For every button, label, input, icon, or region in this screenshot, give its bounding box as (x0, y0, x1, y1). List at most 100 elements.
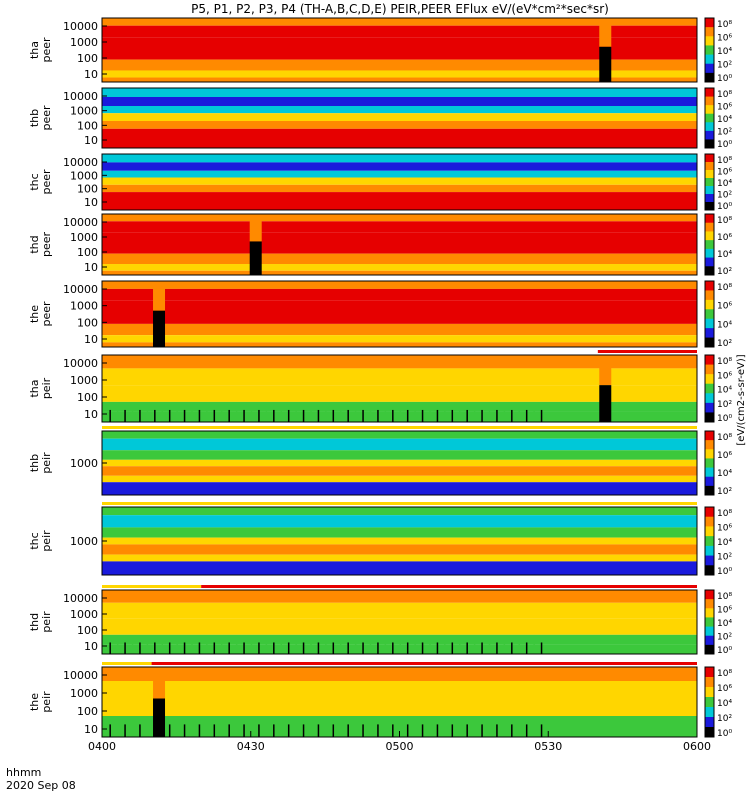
y-tick-label: 10 (84, 333, 98, 346)
y-tick-label: 1000 (70, 535, 98, 548)
noise-mark (273, 724, 275, 737)
colorbar: 10⁸ 10⁶ 10⁴ 10² (704, 280, 732, 349)
noise-mark (139, 642, 141, 654)
colorbar-swatch (705, 162, 714, 171)
noise-mark (176, 642, 178, 654)
flux-band (102, 113, 697, 121)
colorbar-swatch (705, 687, 714, 698)
colorbar-frame (704, 430, 715, 496)
colorbar-tick-label: 10⁶ (717, 371, 732, 381)
colorbar-frame (704, 17, 715, 83)
flux-band (102, 70, 697, 78)
noise-mark (466, 409, 468, 422)
noise-mark (429, 642, 431, 654)
panel-label-line: thb (28, 454, 41, 472)
data-gap (153, 310, 166, 347)
flux-band (102, 401, 697, 412)
noise-mark (213, 724, 216, 737)
colorbar-tick-label: 10² (717, 714, 732, 724)
flux-band (102, 270, 697, 275)
date-label: 2020 Sep 08 (6, 779, 76, 792)
panel-frame (101, 17, 698, 83)
colorbar-frame (704, 589, 715, 655)
colorbar-swatch (705, 88, 714, 98)
colorbar-tick-label: 10² (717, 267, 732, 277)
noise-mark (332, 642, 335, 654)
colorbar-swatch (705, 617, 714, 628)
colorbar-swatch (705, 677, 714, 688)
colorbar-tick-label: 10⁰ (717, 567, 732, 577)
noise-mark (459, 724, 461, 737)
colorbar-swatch (705, 266, 714, 276)
y-tick-label: 100 (77, 705, 98, 718)
noise-mark (168, 724, 171, 737)
colorbar-tick-label: 10⁴ (717, 619, 732, 629)
noise-mark (176, 724, 178, 737)
noise-mark (235, 642, 238, 654)
data-gap (249, 241, 262, 275)
noise-mark (459, 409, 461, 422)
noise-mark (191, 724, 193, 737)
noise-mark (451, 409, 454, 422)
x-tick-label: 0430 (237, 740, 265, 753)
noise-mark (354, 409, 357, 422)
noise-mark (503, 724, 506, 737)
colorbar-tick-label: 10⁸ (717, 90, 732, 100)
noise-mark (131, 642, 134, 654)
noise-mark (384, 724, 387, 737)
noise-mark (332, 409, 335, 422)
noise-mark (213, 409, 216, 422)
flux-band (102, 214, 697, 222)
colorbar-frame (704, 87, 715, 149)
colorbar-tick-label: 10⁸ (717, 669, 732, 679)
noise-mark (310, 642, 312, 654)
colorbar-tick-label: 10⁸ (717, 216, 732, 226)
noise-mark (221, 642, 223, 654)
noise-mark (399, 642, 401, 654)
noise-mark (503, 409, 506, 422)
noise-mark (325, 724, 327, 737)
noise-mark (228, 409, 230, 422)
x-tick-label: 0500 (386, 740, 414, 753)
colorbar-swatch (705, 374, 714, 385)
noise-mark (206, 724, 208, 737)
flux-band (102, 482, 697, 495)
noise-mark (444, 642, 446, 654)
colorbar-swatch (705, 257, 714, 267)
noise-mark (154, 642, 156, 654)
noise-mark (146, 724, 149, 737)
colorbar-swatch (705, 599, 714, 609)
noise-mark (473, 724, 476, 737)
noise-mark (139, 409, 141, 422)
colorbar-tick-label: 10⁸ (717, 357, 732, 367)
flux-band (102, 154, 697, 163)
y-tick-label: 100 (77, 119, 98, 132)
colorbar-swatch (705, 72, 714, 83)
y-tick-label: 1000 (70, 300, 98, 313)
colorbar-tick-label: 10⁶ (717, 103, 732, 113)
colorbar-swatch (705, 337, 714, 348)
y-tick-label: 10000 (63, 216, 98, 229)
noise-mark (347, 409, 349, 422)
panel-label: thapeir (28, 377, 53, 399)
colorbar-tick-label: 10⁸ (717, 592, 732, 602)
panel-frame (101, 354, 698, 423)
noise-mark (466, 724, 468, 737)
noise-mark (406, 724, 409, 737)
colorbar-swatch (705, 186, 714, 195)
colorbar-swatch (705, 290, 714, 301)
flux-band (102, 466, 697, 476)
noise-mark (377, 642, 379, 654)
panel-label: thcpeir (28, 530, 53, 552)
panel-label-line: peer (40, 232, 53, 258)
y-tick-label: 10 (84, 68, 98, 81)
colorbar-tick-label: 10⁸ (717, 156, 732, 166)
noise-mark (146, 409, 149, 422)
noise-mark (131, 724, 134, 737)
panel-the_peir: 10000 1000 100 10 thepeir 10⁸ 10⁶ 10⁴ 10² 10⁰ (28, 662, 732, 739)
noise-mark (496, 642, 498, 654)
